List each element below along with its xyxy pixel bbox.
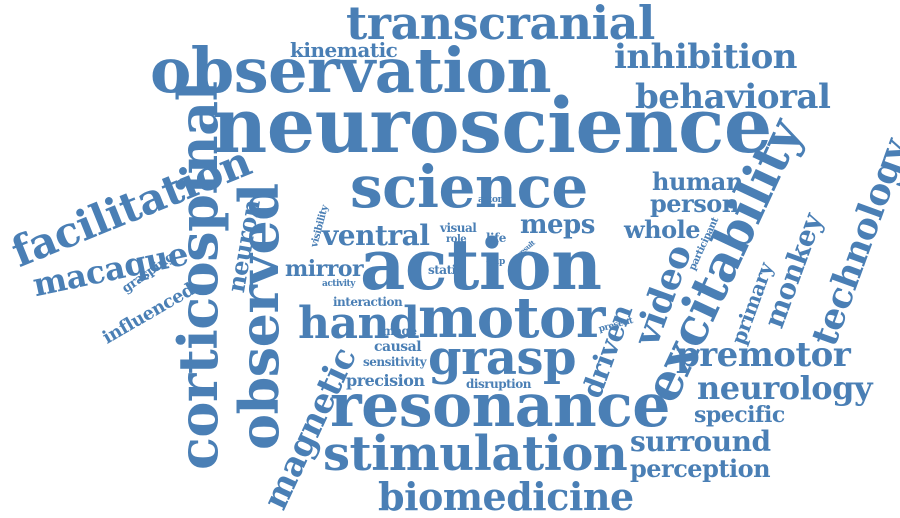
word-whole: whole <box>624 215 701 244</box>
word-action: action <box>360 223 602 306</box>
word-transcranial: transcranial <box>346 0 655 50</box>
word-corticospinal: corticospinal <box>166 81 230 470</box>
word-visual: visual <box>440 221 477 235</box>
word-disruption: disruption <box>466 377 531 391</box>
word-behavioral: behavioral <box>635 77 831 117</box>
word-grip: grip <box>486 257 505 267</box>
word-ventral: ventral <box>322 219 430 252</box>
word-motor: motor <box>418 285 605 351</box>
word-surround: surround <box>630 425 771 458</box>
word-life: life <box>486 231 506 245</box>
word-mirror: mirror <box>285 256 364 282</box>
word-precision: precision <box>346 371 425 390</box>
word-observation: observation <box>150 34 552 107</box>
word-grasp: grasp <box>428 330 577 386</box>
word-image: image <box>378 324 417 338</box>
word-specific: specific <box>694 402 785 428</box>
word-resonance: resonance <box>330 371 670 441</box>
word-human: human <box>652 167 743 196</box>
word-actor: actor <box>478 195 502 205</box>
word-neurology: neurology <box>697 369 873 407</box>
word-causal: causal <box>374 339 422 355</box>
word-role: role <box>446 234 467 245</box>
word-kinematic: kinematic <box>290 38 398 62</box>
word-inhibition: inhibition <box>614 37 797 77</box>
word-person: person <box>650 189 739 218</box>
word-sensitivity: sensitivity <box>363 355 427 369</box>
word-perception: perception <box>630 454 771 483</box>
word-science: science <box>350 153 588 221</box>
word-interaction: interaction <box>333 295 403 309</box>
word-hand: hand <box>298 298 420 349</box>
word-activity: activity <box>322 279 355 289</box>
word-static: static <box>428 263 463 277</box>
word-meps: meps <box>520 210 595 240</box>
word-stimulation: stimulation <box>323 426 628 482</box>
word-neuroscience: neuroscience <box>212 81 772 170</box>
word-premotor: premotor <box>676 335 851 375</box>
word-biomedicine: biomedicine <box>378 474 634 518</box>
